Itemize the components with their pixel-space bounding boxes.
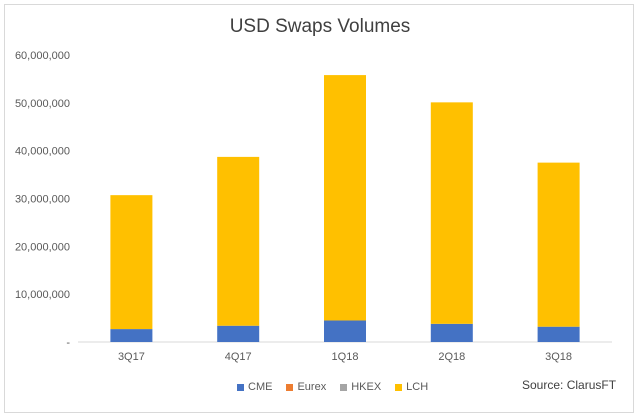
bar-lch-3q17 [110, 195, 153, 330]
y-tick-label: 40,000,000 [15, 146, 70, 158]
chart-title: USD Swaps Volumes [229, 16, 411, 37]
bar-lch-2q18 [430, 102, 473, 324]
legend-swatch [340, 383, 348, 391]
legend-item-eurex: Eurex [286, 381, 326, 393]
bar-lch-1q18 [324, 75, 366, 321]
bar-lch-4q17 [217, 156, 260, 326]
x-tick-label: 4Q17 [225, 351, 252, 363]
bar-cme-1q18 [324, 320, 366, 342]
bar-cme-3q18 [537, 326, 580, 342]
legend-item-cme: CME [237, 381, 272, 393]
bar-cme-4q17 [217, 325, 260, 342]
legend-swatch [395, 383, 403, 391]
bars [110, 75, 580, 342]
bar-cme-3q17 [110, 329, 153, 342]
y-tick-label: 20,000,000 [15, 241, 70, 253]
legend-swatch [286, 383, 294, 391]
y-tick-label: 50,000,000 [15, 98, 70, 110]
y-tick-label: - [66, 337, 70, 349]
legend-label: CME [248, 381, 273, 393]
chart-frame [4, 4, 634, 413]
legend-label: HKEX [351, 381, 382, 393]
x-tick-label: 3Q18 [545, 351, 572, 363]
x-tick-label: 1Q18 [332, 351, 359, 363]
legend-item-lch: LCH [395, 381, 428, 393]
legend-swatch [237, 383, 244, 391]
legend-item-hkex: HKEX [340, 381, 381, 393]
legend: CME Eurex HKEX LCH [237, 381, 428, 393]
y-tick-label: 10,000,000 [15, 289, 70, 301]
y-axis: - 10,000,000 20,000,000 30,000,000 40,000,00… [15, 50, 70, 349]
legend-label: LCH [406, 381, 429, 393]
legend-label: Eurex [297, 381, 327, 393]
x-tick-label: 2Q18 [438, 351, 465, 363]
y-tick-label: 30,000,000 [15, 194, 70, 206]
y-tick-label: 60,000,000 [15, 50, 70, 62]
bar-lch-3q18 [537, 162, 580, 327]
x-tick-label: 3Q17 [118, 351, 145, 363]
source-note: Source: ClarusFT [522, 378, 617, 392]
x-axis: 3Q17 4Q17 1Q18 2Q18 3Q18 [78, 341, 612, 363]
bar-cme-2q18 [430, 323, 473, 342]
